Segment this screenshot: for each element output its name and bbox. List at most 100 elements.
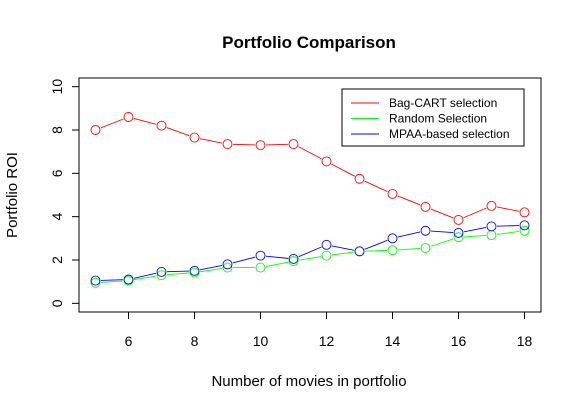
x-axis-label: Number of movies in portfolio (211, 373, 406, 390)
data-point (387, 245, 398, 256)
data-point (123, 112, 134, 122)
data-point (189, 132, 200, 143)
data-point (453, 232, 464, 243)
data-point (288, 139, 299, 150)
series-segment (496, 206, 520, 212)
data-point (453, 227, 464, 238)
series-2 (90, 220, 530, 286)
series-segment (265, 255, 289, 259)
data-point (486, 221, 497, 232)
data-point (486, 200, 497, 211)
series-segment (496, 231, 520, 235)
series-segment (364, 249, 388, 252)
data-point (387, 233, 398, 244)
data-point (222, 259, 233, 270)
series-segment (232, 143, 256, 146)
x-tick-label: 10 (253, 333, 269, 349)
data-point (255, 140, 266, 151)
series-segment (430, 230, 454, 234)
series-1 (90, 225, 530, 288)
series-segment (166, 270, 190, 273)
y-axis-label: Portfolio ROI (4, 152, 21, 238)
legend-label: Bag-CART selection (389, 96, 497, 110)
x-tick-label: 6 (125, 333, 133, 349)
series-layer (90, 112, 530, 288)
series-0 (90, 112, 530, 225)
y-tick-label: 0 (49, 299, 65, 307)
series-segment (298, 256, 322, 261)
x-axis: 6 8 10 12 14 16 18 (125, 311, 533, 349)
series-segment (199, 264, 223, 271)
y-tick-label: 8 (49, 126, 65, 134)
data-point (90, 125, 101, 135)
series-segment (397, 195, 421, 206)
series-segment (100, 280, 124, 283)
series-segment (397, 247, 421, 251)
series-segment (100, 118, 124, 129)
data-point (156, 266, 167, 277)
legend-item: Random Selection (351, 112, 487, 126)
series-segment (331, 163, 355, 177)
data-point (354, 246, 365, 257)
data-point (453, 214, 464, 225)
series-segment (166, 272, 190, 276)
series-segment (331, 251, 355, 256)
data-point (288, 253, 299, 264)
data-point (420, 201, 431, 212)
series-segment (133, 275, 157, 281)
series-segment (232, 256, 256, 264)
x-tick-label: 18 (517, 333, 533, 349)
data-point (156, 120, 167, 131)
legend-label: Random Selection (389, 112, 487, 126)
series-segment (430, 208, 454, 219)
data-point (156, 270, 167, 281)
x-tick-label: 16 (451, 333, 467, 349)
data-point (255, 250, 266, 261)
data-point (354, 173, 365, 184)
series-segment (298, 146, 322, 160)
chart-title: Portfolio Comparison (222, 33, 396, 52)
legend: Bag-CART selection Random SelectionMPAA-b… (341, 88, 525, 147)
data-point (321, 156, 332, 167)
data-point (90, 275, 101, 286)
x-tick-label: 8 (191, 333, 199, 349)
series-segment (364, 239, 388, 250)
data-point (321, 250, 332, 261)
series-segment (199, 267, 223, 273)
legend-box (341, 88, 525, 147)
legend-item: Bag-CART selection (351, 96, 497, 110)
series-segment (265, 143, 289, 146)
y-tick-label: 6 (49, 169, 65, 177)
series-segment (199, 138, 223, 144)
series-segment (265, 261, 289, 267)
series-segment (463, 234, 487, 238)
x-tick-label: 14 (385, 333, 401, 349)
data-point (486, 230, 497, 241)
legend-label: MPAA-based selection (389, 127, 510, 141)
y-tick-label: 2 (49, 256, 65, 264)
data-point (519, 220, 530, 231)
data-point (387, 188, 398, 199)
data-point (288, 256, 299, 267)
series-segment (100, 279, 124, 281)
data-point (222, 139, 233, 150)
data-point (189, 265, 200, 276)
data-point (420, 225, 431, 236)
series-segment (364, 180, 388, 193)
series-segment (166, 127, 190, 137)
data-point (255, 262, 266, 273)
series-segment (430, 238, 454, 247)
legend-item: MPAA-based selection (351, 127, 510, 141)
series-segment (298, 246, 322, 258)
y-axis: 0 2 4 6 8 10 (49, 79, 80, 307)
data-point (519, 207, 530, 218)
series-segment (133, 272, 157, 279)
y-tick-label: 10 (49, 79, 65, 95)
data-point (222, 262, 233, 273)
series-segment (496, 225, 520, 227)
x-tick-label: 12 (319, 333, 335, 349)
series-segment (133, 117, 157, 125)
data-point (90, 277, 101, 288)
series-segment (331, 245, 355, 251)
data-point (519, 225, 530, 236)
